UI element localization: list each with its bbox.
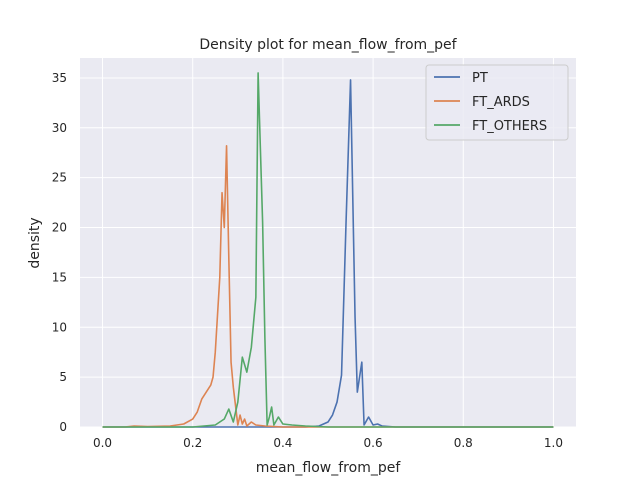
x-axis-label: mean_flow_from_pef bbox=[256, 460, 402, 476]
y-tick-label: 0 bbox=[59, 420, 67, 434]
x-tick-label: 1.0 bbox=[544, 436, 563, 450]
y-tick-label: 35 bbox=[52, 71, 67, 85]
y-tick-label: 25 bbox=[52, 171, 67, 185]
legend-box bbox=[425, 64, 569, 141]
y-tick-label: 15 bbox=[52, 270, 67, 284]
y-tick-label: 5 bbox=[59, 370, 67, 384]
x-tick-label: 0.0 bbox=[93, 436, 112, 450]
legend-label: FT_ARDS bbox=[472, 95, 530, 110]
x-tick-label: 0.6 bbox=[364, 436, 383, 450]
series-line-ft-ards bbox=[102, 144, 554, 428]
legend: PT FT_ARDS FT_OTHERS bbox=[425, 64, 569, 141]
y-tick-label: 20 bbox=[52, 221, 67, 235]
chart-title: Density plot for mean_flow_from_pef bbox=[199, 37, 457, 53]
y-axis-label: density bbox=[27, 217, 43, 268]
series-line-ft-others bbox=[102, 72, 554, 428]
y-tick-label: 10 bbox=[52, 320, 67, 334]
legend-label: PT bbox=[472, 71, 488, 86]
x-tick-label: 0.4 bbox=[273, 436, 292, 450]
x-tick-labels: 0.0 0.2 0.4 0.6 0.8 1.0 bbox=[93, 436, 563, 450]
legend-label: FT_OTHERS bbox=[472, 119, 547, 134]
y-tick-labels: 0 5 10 15 20 25 30 35 bbox=[52, 71, 67, 434]
y-tick-label: 30 bbox=[52, 121, 67, 135]
data-lines bbox=[102, 72, 554, 428]
x-tick-label: 0.2 bbox=[183, 436, 202, 450]
x-tick-label: 0.8 bbox=[454, 436, 473, 450]
